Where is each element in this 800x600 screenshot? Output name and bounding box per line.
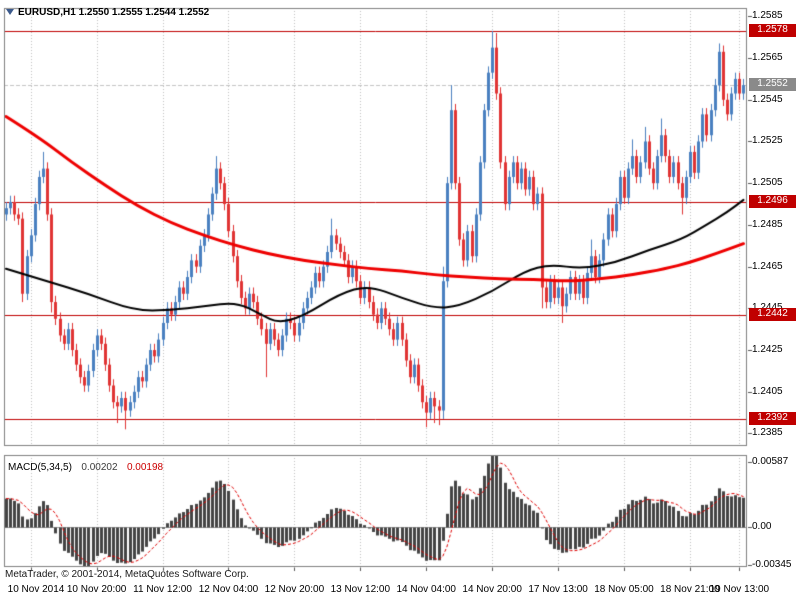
x-axis-label: 10 Nov 2014 — [7, 584, 65, 595]
hline-price-label: 1.2392 — [749, 411, 796, 425]
price-tick-label: 1.2405 — [752, 385, 783, 397]
price-tick-label: 1.2545 — [752, 93, 783, 105]
metatrader-credit: MetaTrader, © 2001-2014, MetaQuotes Soft… — [5, 569, 249, 580]
price-tick-label: 1.2565 — [752, 52, 783, 64]
bid-price-label: 1.2552 — [749, 78, 796, 92]
hline-price-label: 1.2442 — [749, 307, 796, 321]
macd-main-value: 0.00202 — [81, 462, 118, 473]
price-tick-label: 1.2465 — [752, 260, 783, 272]
x-axis-label: 12 Nov 20:00 — [264, 584, 325, 595]
macd-indicator-header: MACD(5,34,5) 0.00202 0.00198 — [8, 457, 163, 475]
price-tick-label: 1.2385 — [752, 427, 783, 439]
x-axis-label: 13 Nov 12:00 — [330, 584, 391, 595]
price-tick-label: 1.2525 — [752, 135, 783, 147]
macd-tick-label: 0.00587 — [752, 455, 789, 467]
x-axis-label: 17 Nov 13:00 — [528, 584, 588, 595]
main-chart-area[interactable] — [4, 8, 747, 446]
x-axis-label: 19 Nov 13:00 — [709, 584, 770, 595]
x-axis-label: 10 Nov 20:00 — [66, 584, 127, 595]
hline-price-label: 1.2578 — [749, 23, 796, 37]
hline-price-label: 1.2496 — [749, 194, 796, 208]
macd-tick-label: -0.00345 — [752, 559, 792, 571]
x-axis-label: 18 Nov 21:00 — [660, 584, 720, 595]
macd-label: MACD(5,34,5) — [8, 462, 72, 473]
x-axis-label: 12 Nov 04:00 — [198, 584, 259, 595]
macd-tick-label: 0.00 — [752, 521, 772, 533]
x-axis-label: 18 Nov 05:00 — [594, 584, 654, 595]
macd-signal-value: 0.00198 — [126, 462, 164, 473]
price-tick-label: 1.2585 — [752, 10, 783, 22]
price-tick-label: 1.2425 — [752, 344, 783, 356]
symbol-marker-triangle-icon — [6, 9, 14, 15]
x-axis-label: 14 Nov 20:00 — [462, 584, 522, 595]
x-axis-label: 14 Nov 04:00 — [396, 584, 456, 595]
chart-quote-line: EURUSD,H1 1.2550 1.2555 1.2544 1.2552 — [18, 7, 210, 18]
price-tick-label: 1.2505 — [752, 177, 783, 189]
price-tick-label: 1.2485 — [752, 218, 783, 230]
x-axis-label: 11 Nov 12:00 — [133, 584, 192, 595]
